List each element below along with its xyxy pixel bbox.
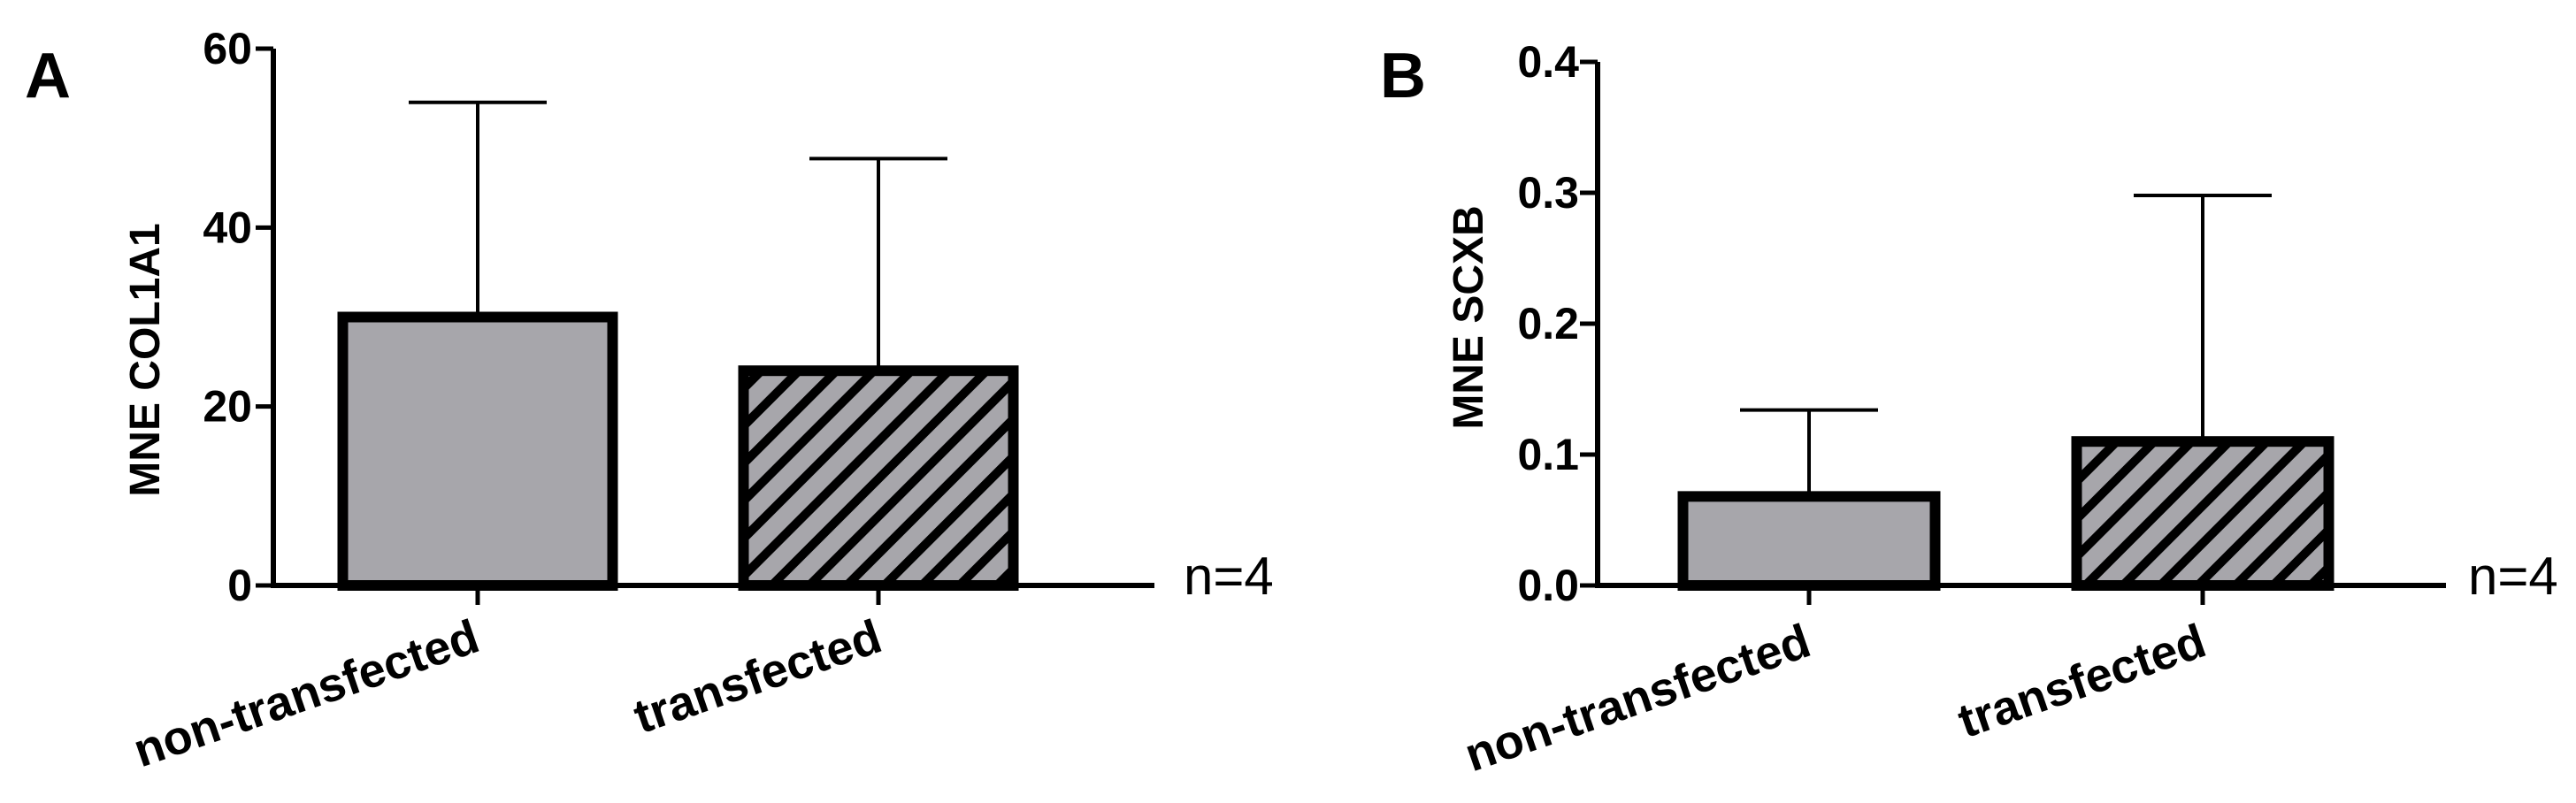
bar-transfected (738, 365, 1019, 592)
category-label-transfected: transfected (627, 610, 888, 745)
panel-b-chart: B MNE SCXB 0.0 0.1 0.2 0.3 0.4 non-transfect… (1380, 37, 2558, 782)
bar-non-transfected (1677, 491, 1941, 591)
y-tick-label: 0.3 (1517, 168, 1579, 218)
y-axis-ticks-a: 0 20 40 60 (203, 24, 273, 610)
bars-a (337, 100, 1019, 592)
y-tick-label: 20 (203, 382, 252, 432)
y-axis-title-b: MNE SCXB (1445, 205, 1492, 429)
y-tick-label: 0.0 (1517, 561, 1579, 610)
y-tick-label: 40 (203, 203, 252, 252)
y-axis-ticks-b: 0.0 0.1 0.2 0.3 0.4 (1517, 37, 1598, 610)
category-label-non-transfected: non-transfected (1459, 615, 1817, 783)
axes-a (271, 49, 1154, 605)
panel-letter-a: A (25, 41, 71, 111)
y-tick-label: 0.4 (1517, 37, 1579, 87)
bar-non-transfected (337, 311, 618, 591)
bar-transfected (2071, 436, 2334, 592)
bars-b (1677, 193, 2334, 592)
y-tick-label: 0.2 (1517, 299, 1579, 348)
category-label-transfected: transfected (1951, 615, 2212, 749)
axes-b (1595, 62, 2446, 605)
y-tick-label: 0.1 (1517, 430, 1579, 479)
panel-a-chart: A MNE COL1A1 0 20 40 60 non-transfected tra… (25, 24, 1274, 777)
panel-letter-b: B (1380, 41, 1426, 111)
y-tick-label: 60 (203, 24, 252, 73)
category-label-non-transfected: non-transfected (127, 610, 486, 778)
sample-size-note-a: n=4 (1184, 547, 1274, 606)
y-axis-title-a: MNE COL1A1 (122, 223, 169, 496)
y-tick-label: 0 (227, 561, 252, 610)
sample-size-note-b: n=4 (2468, 547, 2558, 606)
